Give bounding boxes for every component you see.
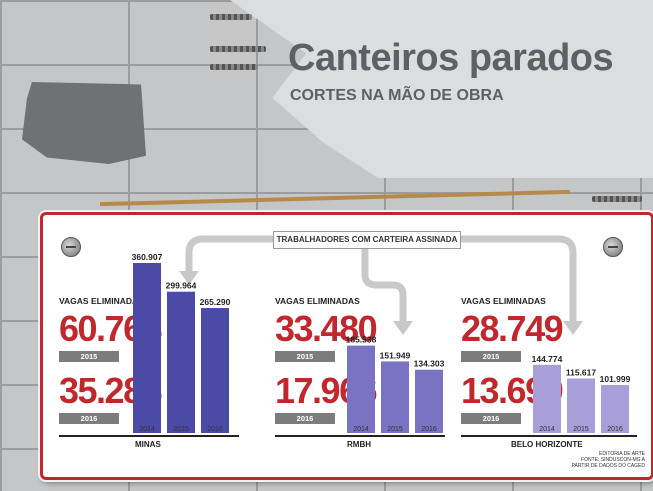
bar-value-label: 101.999 bbox=[600, 374, 631, 384]
page-title: Canteiros parados bbox=[288, 37, 614, 79]
rebar-icon bbox=[210, 14, 252, 20]
bar-2016 bbox=[415, 369, 443, 433]
eliminated-2015-tag: 2015 bbox=[461, 351, 521, 362]
region-rule bbox=[59, 435, 239, 437]
vagas-label: VAGAS ELIMINADAS bbox=[275, 296, 360, 306]
rebar-icon bbox=[210, 64, 258, 70]
x-tick-label: 2016 bbox=[421, 426, 437, 433]
bar-2015 bbox=[167, 291, 195, 433]
region-rule bbox=[461, 435, 637, 437]
bolt-icon bbox=[61, 237, 81, 257]
eliminated-2016-tag: 2016 bbox=[275, 413, 335, 424]
bar-value-label: 134.303 bbox=[414, 359, 445, 369]
rebar-icon bbox=[592, 196, 642, 202]
vagas-label: VAGAS ELIMINADAS bbox=[59, 296, 144, 306]
region-label: BELO HORIZONTE bbox=[511, 440, 583, 449]
eliminated-2015-tag: 2015 bbox=[275, 351, 335, 362]
connector-arrows bbox=[179, 235, 583, 335]
x-tick-label: 2014 bbox=[353, 426, 369, 433]
bar-value-label: 151.949 bbox=[380, 350, 411, 360]
bar-2016 bbox=[601, 384, 629, 433]
region-rule bbox=[275, 435, 445, 437]
bar-2014 bbox=[133, 263, 161, 433]
bar-2015 bbox=[381, 361, 409, 433]
x-tick-label: 2015 bbox=[173, 426, 189, 433]
bar-2014 bbox=[347, 345, 375, 433]
eliminated-2015-value: 33.480 bbox=[275, 308, 378, 349]
credit-line: PARTIR DE DADOS DO CAGED bbox=[571, 463, 645, 469]
bar-value-label: 265.290 bbox=[200, 297, 231, 307]
credit-line: FONTE: SINDUSCON-MG A bbox=[581, 457, 645, 463]
group-belo-horizonte: VAGAS ELIMINADAS 28.749 2015 13.699 2016… bbox=[461, 239, 637, 459]
vagas-label: VAGAS ELIMINADAS bbox=[461, 296, 546, 306]
page-subtitle: CORTES NA MÃO DE OBRA bbox=[290, 87, 504, 104]
bar-value-label: 115.617 bbox=[566, 368, 597, 378]
bar-chart-minas: 360.907 2014 299.964 2015 265.290 2016 bbox=[132, 252, 231, 433]
bar-chart-belo-horizonte: 144.774 2014 115.617 2015 101.999 2016 bbox=[532, 354, 631, 433]
group-rmbh: VAGAS ELIMINADAS 33.480 2015 17.966 2016… bbox=[275, 239, 445, 459]
eliminated-2016-tag: 2016 bbox=[461, 413, 521, 424]
credit-line: EDITORIA DE ARTE bbox=[599, 451, 645, 457]
bar-value-label: 185.538 bbox=[346, 335, 377, 345]
infographic-sign: TRABALHADORES COM CARTEIRA ASSINADA VAGA… bbox=[40, 212, 653, 480]
bar-value-label: 144.774 bbox=[532, 354, 563, 364]
bar-chart-rmbh: 185.538 2014 151.949 2015 134.303 2016 bbox=[346, 335, 445, 433]
bar-2014 bbox=[533, 364, 561, 433]
wall-hole bbox=[22, 82, 146, 164]
eliminated-2015-tag: 2015 bbox=[59, 351, 119, 362]
x-tick-label: 2016 bbox=[207, 426, 223, 433]
bar-2015 bbox=[567, 378, 595, 433]
region-label: RMBH bbox=[347, 440, 371, 449]
x-tick-label: 2015 bbox=[387, 426, 403, 433]
x-tick-label: 2016 bbox=[607, 426, 623, 433]
eliminated-2016-tag: 2016 bbox=[59, 413, 119, 424]
eliminated-2015-value: 28.749 bbox=[461, 308, 564, 349]
bar-value-label: 299.964 bbox=[166, 281, 197, 291]
group-minas: VAGAS ELIMINADAS 60.764 2015 35.284 2016… bbox=[59, 239, 239, 459]
region-label: MINAS bbox=[135, 440, 161, 449]
bolt-icon bbox=[603, 237, 623, 257]
source-credit: EDITORIA DE ARTE FONTE: SINDUSCON-MG A P… bbox=[572, 451, 645, 469]
bar-value-label: 360.907 bbox=[132, 252, 163, 262]
x-tick-label: 2015 bbox=[573, 426, 589, 433]
x-tick-label: 2014 bbox=[139, 426, 155, 433]
chart-header: TRABALHADORES COM CARTEIRA ASSINADA bbox=[273, 231, 461, 249]
x-tick-label: 2014 bbox=[539, 426, 555, 433]
bar-2016 bbox=[201, 308, 229, 433]
rebar-icon bbox=[210, 46, 266, 52]
